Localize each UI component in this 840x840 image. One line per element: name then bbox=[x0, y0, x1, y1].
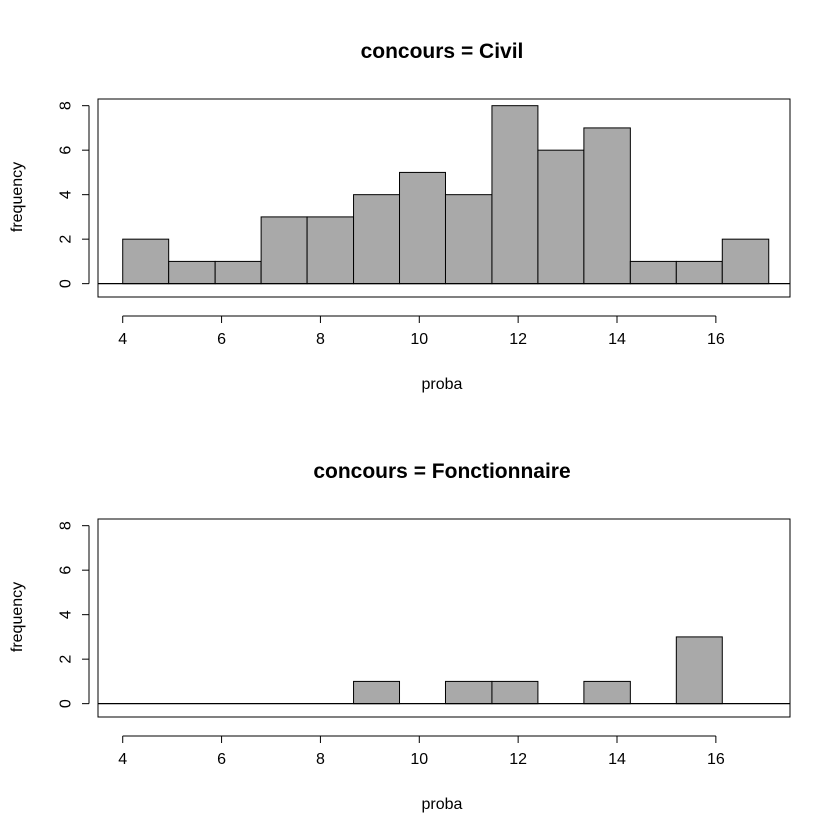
y-axis-label: frequency bbox=[9, 162, 26, 232]
x-tick-label: 12 bbox=[509, 751, 527, 768]
histogram-bar bbox=[675, 636, 723, 705]
chart-title: concours = Fonctionnaire bbox=[313, 460, 570, 483]
histogram-bar bbox=[629, 260, 677, 285]
x-tick-label: 10 bbox=[410, 751, 428, 768]
x-tick-label: 14 bbox=[608, 331, 626, 348]
x-tick-label: 16 bbox=[707, 751, 725, 768]
x-tick-label: 8 bbox=[316, 751, 325, 768]
y-tick-label: 6 bbox=[58, 566, 75, 575]
y-tick-label: 0 bbox=[58, 279, 75, 288]
histogram-bar bbox=[583, 127, 631, 285]
histogram-bar bbox=[721, 238, 770, 285]
y-tick-label: 8 bbox=[58, 521, 75, 530]
histogram-bar bbox=[399, 171, 446, 285]
histogram-bar bbox=[583, 680, 631, 705]
y-tick-label: 8 bbox=[58, 101, 75, 110]
x-tick-label: 4 bbox=[118, 331, 127, 348]
x-tick-label: 10 bbox=[410, 331, 428, 348]
plot-frame bbox=[97, 98, 791, 298]
x-tick-label: 12 bbox=[509, 331, 527, 348]
y-tick-label: 0 bbox=[58, 699, 75, 708]
panel-fonctionnaire: concours = Fonctionnaire proba frequency… bbox=[9, 460, 791, 813]
histogram-bar bbox=[675, 260, 723, 285]
y-tick-label: 2 bbox=[58, 235, 75, 244]
x-tick-label: 16 bbox=[707, 331, 725, 348]
x-tick-label: 14 bbox=[608, 751, 626, 768]
histogram-bar bbox=[444, 680, 493, 705]
histogram-bar bbox=[353, 680, 401, 705]
histogram-bar bbox=[214, 260, 262, 285]
y-tick-label: 6 bbox=[58, 146, 75, 155]
histogram-bar bbox=[122, 238, 170, 285]
histogram-bar bbox=[306, 216, 355, 285]
chart-title: concours = Civil bbox=[361, 40, 524, 63]
x-tick-label: 8 bbox=[316, 331, 325, 348]
x-tick-label: 6 bbox=[217, 751, 226, 768]
histogram-bar bbox=[353, 194, 401, 285]
histogram-bar bbox=[168, 260, 216, 285]
plot-frame bbox=[97, 518, 791, 718]
y-axis-label: frequency bbox=[9, 582, 26, 652]
x-axis-label: proba bbox=[422, 376, 463, 393]
histogram-bar bbox=[537, 149, 585, 285]
x-tick-label: 4 bbox=[118, 751, 127, 768]
histogram-bar bbox=[444, 194, 493, 285]
panel-civil: concours = Civil proba frequency 4 6 8 10 12… bbox=[9, 40, 791, 393]
histogram-bar bbox=[260, 216, 308, 285]
histogram-bar bbox=[491, 105, 539, 285]
y-tick-label: 2 bbox=[58, 655, 75, 664]
y-tick-label: 4 bbox=[58, 610, 75, 619]
y-tick-label: 4 bbox=[58, 190, 75, 199]
x-tick-label: 6 bbox=[217, 331, 226, 348]
x-axis-label: proba bbox=[422, 796, 463, 813]
histogram-bar bbox=[491, 680, 539, 705]
